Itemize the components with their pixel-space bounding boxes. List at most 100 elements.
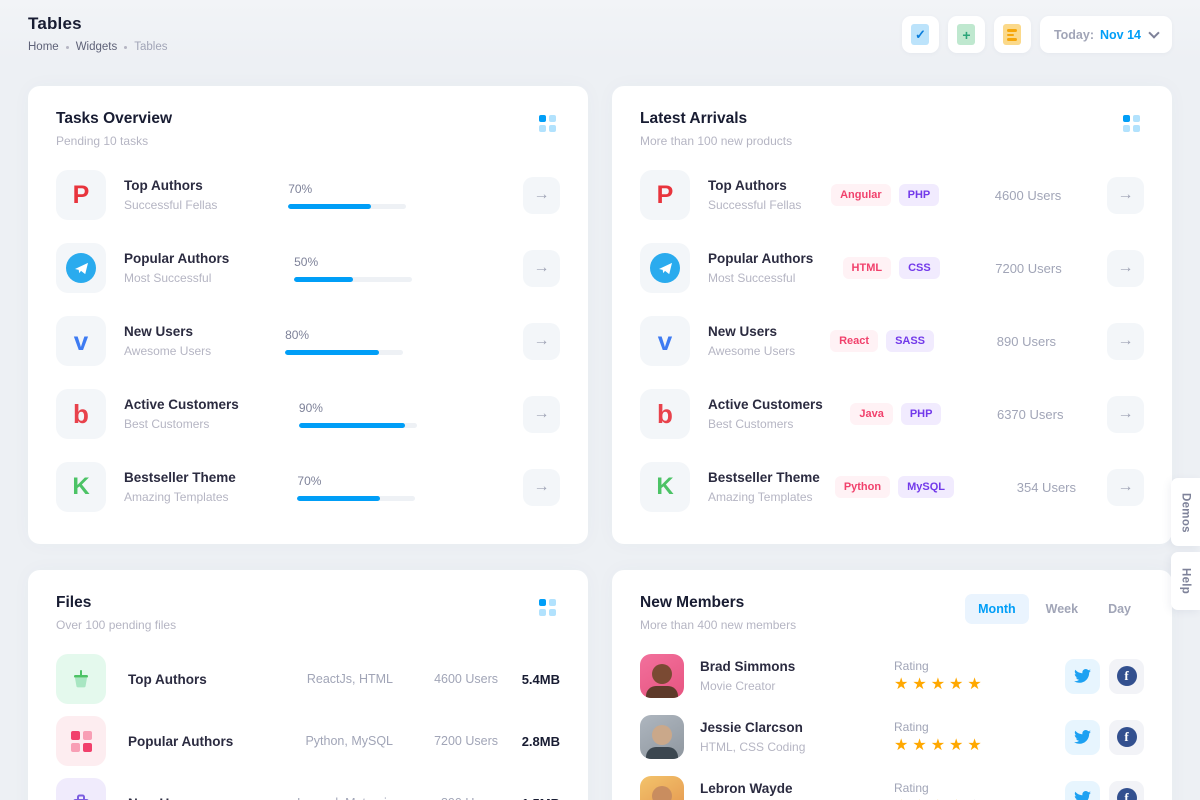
telegram-icon bbox=[640, 243, 690, 293]
file-lines-button[interactable] bbox=[993, 16, 1031, 53]
row-subtitle: Most Successful bbox=[708, 271, 796, 285]
arrival-row: b Active Customers Best Customers Java P… bbox=[640, 389, 1144, 439]
page-heading: Tables Home Widgets Tables bbox=[28, 14, 167, 53]
tab-week[interactable]: Week bbox=[1033, 594, 1091, 624]
file-lines-icon bbox=[1003, 24, 1022, 45]
tag: MySQL bbox=[898, 476, 954, 498]
rating-label: Rating bbox=[894, 720, 929, 734]
file-check-button[interactable]: ✓ bbox=[901, 16, 939, 53]
row-subtitle: Best Customers bbox=[708, 417, 794, 431]
twitter-button[interactable] bbox=[1065, 658, 1100, 694]
breadcrumb-tables: Tables bbox=[134, 41, 168, 53]
card-title: Tasks Overview bbox=[56, 110, 173, 127]
row-title: New Users bbox=[708, 324, 778, 339]
twitter-icon bbox=[1074, 669, 1091, 683]
row-arrow-button[interactable]: → bbox=[1106, 322, 1144, 360]
row-arrow-button[interactable]: → bbox=[1107, 249, 1144, 287]
tag: SASS bbox=[886, 330, 935, 352]
bebo-icon: b bbox=[56, 389, 106, 439]
demos-side-tab[interactable]: Demos bbox=[1171, 478, 1200, 546]
tab-day[interactable]: Day bbox=[1095, 594, 1144, 624]
new-members-card: New Members More than 400 new members Mo… bbox=[612, 570, 1172, 800]
card-menu-button[interactable] bbox=[1118, 110, 1144, 136]
task-row: b Active Customers Best Customers 90% → bbox=[56, 389, 560, 439]
breadcrumb: Home Widgets Tables bbox=[28, 41, 167, 53]
users-count: 7200 Users bbox=[995, 260, 1062, 276]
tag: CSS bbox=[899, 257, 940, 279]
breadcrumb-widgets[interactable]: Widgets bbox=[75, 41, 118, 53]
users-count: 354 Users bbox=[1016, 479, 1076, 495]
row-arrow-button[interactable]: → bbox=[1107, 468, 1144, 506]
row-arrow-button[interactable]: → bbox=[523, 468, 560, 506]
row-subtitle: Most Successful bbox=[124, 271, 212, 285]
twitter-button[interactable] bbox=[1065, 719, 1100, 755]
tab-month[interactable]: Month bbox=[965, 594, 1029, 624]
card-menu-button[interactable] bbox=[534, 110, 560, 136]
row-arrow-button[interactable]: → bbox=[522, 249, 560, 287]
row-title: Bestseller Theme bbox=[124, 470, 236, 485]
help-side-tab[interactable]: Help bbox=[1171, 552, 1200, 610]
progress-value: 70% bbox=[288, 181, 313, 196]
facebook-button[interactable]: f bbox=[1109, 719, 1144, 755]
card-subtitle: More than 100 new products bbox=[640, 134, 793, 148]
member-role: HTML, CSS Coding bbox=[700, 740, 806, 754]
progress-value: 50% bbox=[294, 254, 319, 269]
member-row: Jessie Clarcson HTML, CSS Coding Rating … bbox=[640, 715, 1144, 759]
facebook-button[interactable]: f bbox=[1109, 658, 1144, 694]
basket-icon bbox=[56, 654, 106, 704]
tags: Python MySQL bbox=[834, 476, 954, 498]
tag: PHP bbox=[898, 184, 940, 206]
task-row: Popular Authors Most Successful 50% → bbox=[56, 243, 560, 293]
row-arrow-button[interactable]: → bbox=[523, 176, 560, 214]
rating: Rating ★★★★★ bbox=[894, 659, 986, 693]
member-name: Jessie Clarcson bbox=[700, 720, 803, 735]
row-title: Popular Authors bbox=[708, 251, 814, 266]
tag: React bbox=[830, 330, 879, 352]
row-subtitle: Awesome Users bbox=[124, 344, 212, 358]
card-menu-button[interactable] bbox=[534, 594, 560, 620]
tag: Java bbox=[850, 403, 893, 425]
row-title: Top Authors bbox=[124, 178, 203, 193]
topbar: Tables Home Widgets Tables ✓ + T bbox=[28, 14, 1172, 70]
card-title: New Members bbox=[640, 594, 745, 611]
tech-stack: Python, MySQL bbox=[305, 734, 393, 748]
breadcrumb-home[interactable]: Home bbox=[28, 41, 59, 53]
member-row: Brad Simmons Movie Creator Rating ★★★★★ … bbox=[640, 654, 1144, 698]
tags: Java PHP bbox=[850, 403, 942, 425]
task-row: v New Users Awesome Users 80% → bbox=[56, 316, 560, 366]
row-arrow-button[interactable]: → bbox=[1107, 176, 1144, 214]
grid-icon bbox=[56, 716, 106, 766]
facebook-icon: f bbox=[1116, 727, 1137, 747]
row-arrow-button[interactable]: → bbox=[1107, 395, 1144, 433]
plurk-icon: P bbox=[56, 170, 106, 220]
file-check-icon: ✓ bbox=[911, 24, 930, 45]
row-title: Popular Authors bbox=[124, 251, 230, 266]
kickstarter-icon: K bbox=[640, 462, 690, 512]
file-plus-button[interactable]: + bbox=[947, 16, 985, 53]
twitter-button[interactable] bbox=[1065, 780, 1100, 800]
row-subtitle: Successful Fellas bbox=[708, 198, 802, 212]
rating-label: Rating bbox=[894, 781, 929, 795]
vimeo-icon: v bbox=[56, 316, 106, 366]
progress-value: 70% bbox=[297, 473, 322, 488]
progress: 70% bbox=[297, 473, 416, 501]
tag: HTML bbox=[842, 257, 892, 279]
facebook-icon: f bbox=[1116, 666, 1137, 686]
plurk-icon: P bbox=[640, 170, 690, 220]
page-title: Tables bbox=[28, 14, 82, 33]
row-arrow-button[interactable]: → bbox=[522, 395, 560, 433]
kickstarter-icon: K bbox=[56, 462, 106, 512]
member-row: Lebron Wayde ReactJS Developer Rating ★★… bbox=[640, 776, 1144, 800]
row-title: New Users bbox=[124, 324, 194, 339]
row-title: Active Customers bbox=[124, 397, 239, 412]
vimeo-icon: v bbox=[640, 316, 690, 366]
facebook-button[interactable]: f bbox=[1109, 780, 1144, 800]
file-size: 5.4MB bbox=[521, 671, 560, 687]
card-subtitle: Over 100 pending files bbox=[56, 618, 177, 632]
row-arrow-button[interactable]: → bbox=[522, 322, 560, 360]
tag: Python bbox=[834, 476, 891, 498]
users-count: 890 Users bbox=[393, 796, 498, 800]
date-dropdown[interactable]: Today: Nov 14 bbox=[1039, 16, 1172, 53]
chevron-down-icon bbox=[1148, 26, 1160, 39]
